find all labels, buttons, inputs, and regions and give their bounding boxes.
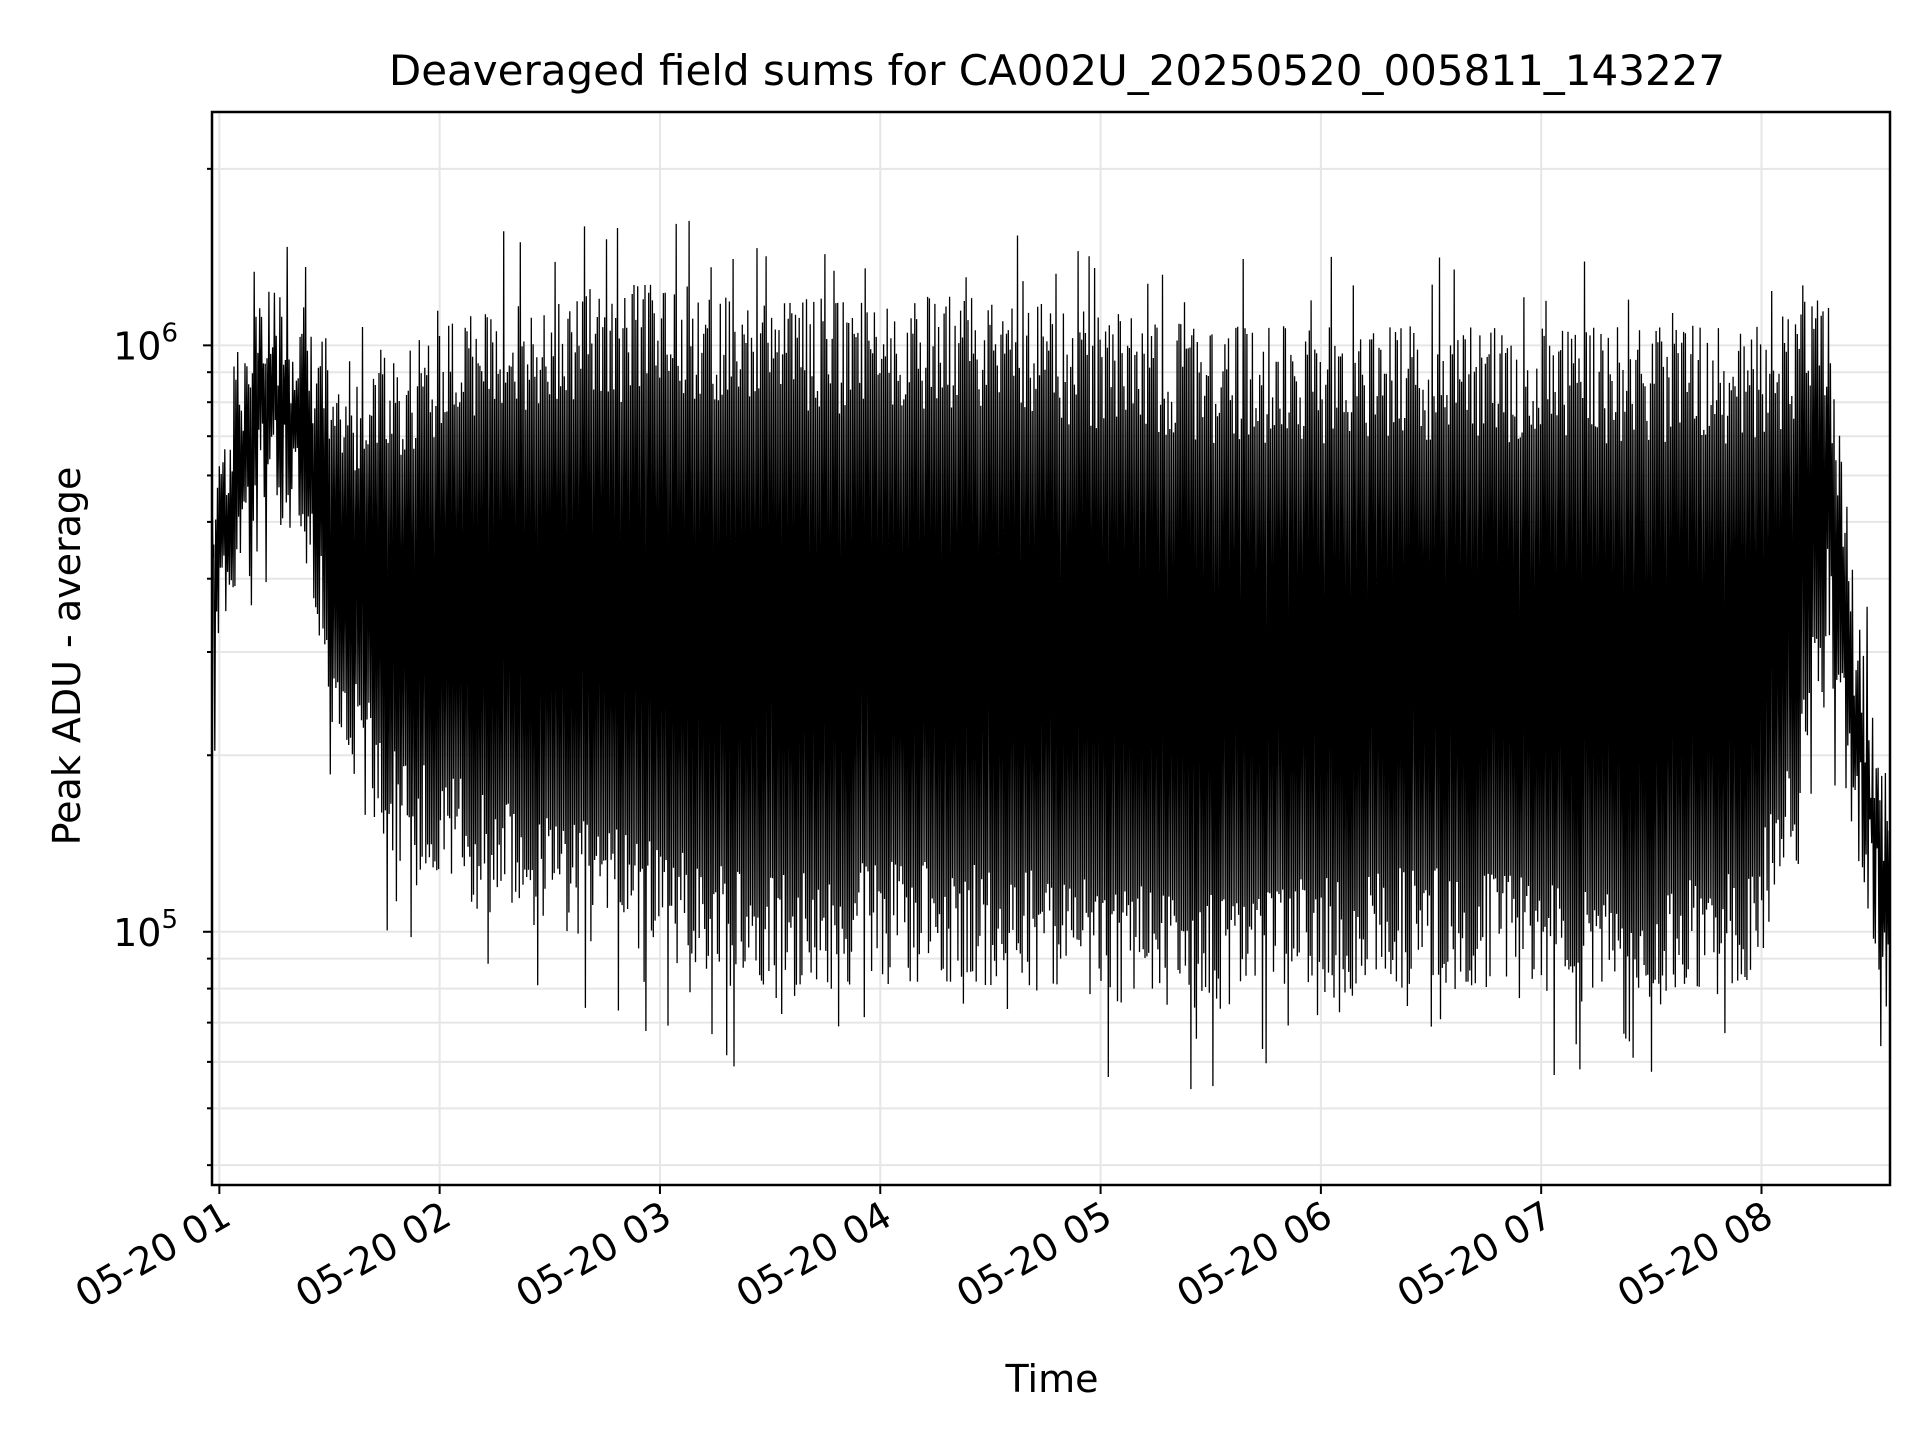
plot-frame xyxy=(210,110,1892,1187)
y-axis: 105 106 xyxy=(113,167,212,1167)
y-tick-label: 105 xyxy=(113,905,178,955)
data-series-line xyxy=(211,220,1891,1090)
data-line-layer xyxy=(211,220,1891,1090)
y-axis-label: Peak ADU - average xyxy=(45,467,89,846)
chart-title: Deaveraged field sums for CA002U_2025052… xyxy=(389,46,1725,95)
y-tick-label: 106 xyxy=(113,318,178,368)
x-axis-label: Time xyxy=(1005,1357,1099,1401)
